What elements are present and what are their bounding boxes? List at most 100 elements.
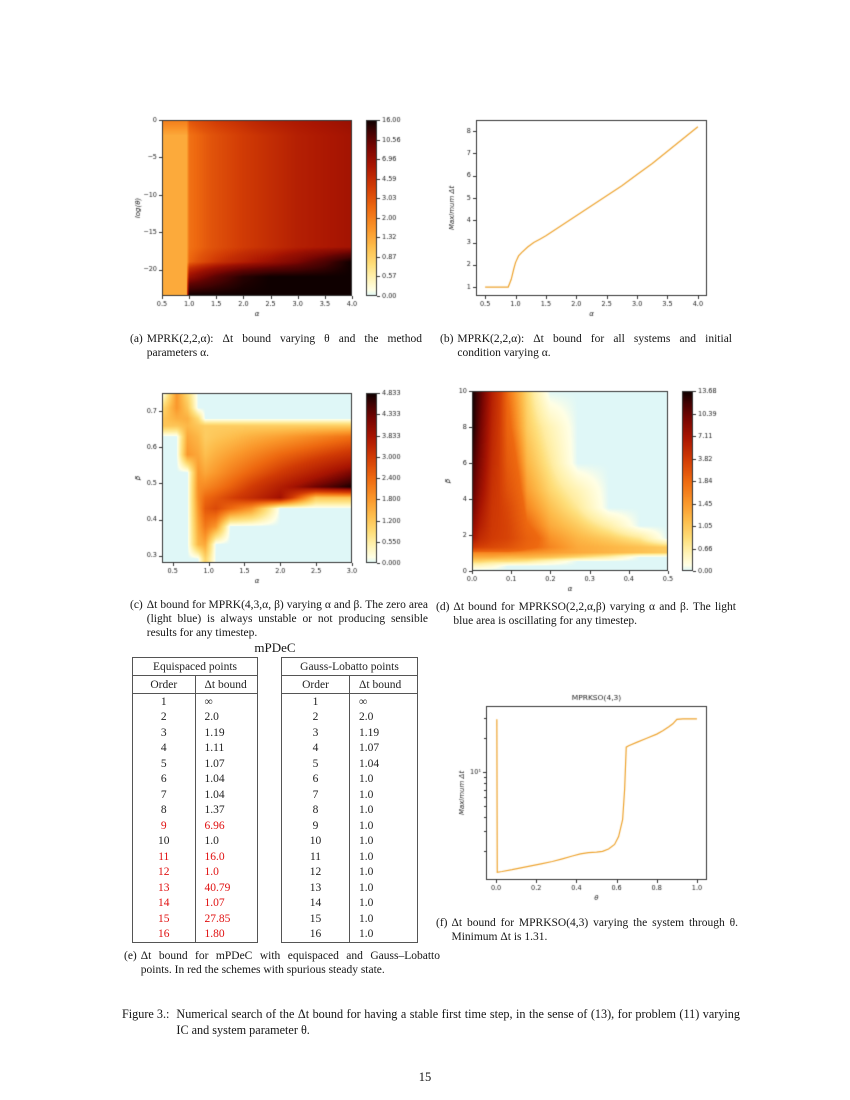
table-row: 2 2.0 bbox=[281, 709, 418, 725]
table-row: 11 16.0 bbox=[132, 849, 258, 865]
table-row: 12 1.0 bbox=[281, 864, 418, 880]
caption-c: (c) Δt bound for MPRK(4,3,α, β) varying … bbox=[130, 599, 428, 640]
dt-bound-cell: 1.80 bbox=[204, 928, 225, 941]
table-row: 16 1.80 bbox=[132, 926, 258, 943]
order-cell: 11 bbox=[132, 849, 196, 865]
table-row: 8 1.0 bbox=[281, 802, 418, 818]
order-cell: 4 bbox=[132, 740, 196, 756]
dt-bound-cell: 1.0 bbox=[359, 850, 374, 863]
table-row: 2 2.0 bbox=[132, 709, 258, 725]
dt-bound-cell: 2.0 bbox=[204, 711, 219, 724]
order-cell: 15 bbox=[281, 911, 350, 927]
caption-f-tag: (f) bbox=[436, 917, 448, 929]
caption-f: (f) Δt bound for MPRKSO(4,3) varying the… bbox=[436, 917, 738, 945]
equispaced-points-table: Equispaced points Order Δt bound 1 ∞ 2 2.0 3 1.1… bbox=[132, 657, 258, 943]
dt-bound-cell: 40.79 bbox=[204, 881, 231, 894]
heatmap-a-mprk22 bbox=[128, 110, 420, 328]
dt-bound-cell: 1.04 bbox=[359, 757, 380, 770]
order-cell: 16 bbox=[132, 926, 196, 943]
caption-d-tag: (d) bbox=[436, 601, 450, 613]
lineplot-f-mprkso43 bbox=[448, 690, 733, 912]
caption-e-tag: (e) bbox=[124, 950, 137, 962]
dt-bound-cell: 1.11 bbox=[204, 742, 225, 755]
dt-bound-cell: 1.0 bbox=[359, 912, 374, 925]
order-cell: 6 bbox=[281, 771, 350, 787]
dt-bound-cell: 1.0 bbox=[359, 881, 374, 894]
order-cell: 10 bbox=[132, 833, 196, 849]
order-cell: 14 bbox=[132, 895, 196, 911]
order-cell: 7 bbox=[281, 787, 350, 803]
table-row: 13 1.0 bbox=[281, 880, 418, 896]
heatmap-c-mprk43 bbox=[128, 383, 420, 595]
order-cell: 6 bbox=[132, 771, 196, 787]
dt-bound-cell: 1.0 bbox=[359, 928, 374, 941]
caption-d: (d) Δt bound for MPRKSO(2,2,α,β) varying… bbox=[436, 601, 736, 629]
caption-e-text: Δt bound for mPDeC with equispaced and G… bbox=[140, 950, 440, 976]
dt-bound-cell: 1.0 bbox=[359, 835, 374, 848]
table-row: 3 1.19 bbox=[281, 725, 418, 741]
caption-c-tag: (c) bbox=[130, 599, 143, 611]
table-row: 1 ∞ bbox=[132, 693, 258, 710]
figure-caption-text: Numerical search of the Δt bound for hav… bbox=[176, 1007, 740, 1037]
dt-bound-cell: 1.04 bbox=[204, 788, 225, 801]
dt-bound-cell: 1.04 bbox=[204, 773, 225, 786]
order-cell: 15 bbox=[132, 911, 196, 927]
dt-bound-cell: 1.0 bbox=[359, 819, 374, 832]
caption-b: (b) MPRK(2,2,α): Δt bound for all system… bbox=[440, 333, 732, 361]
table-row: 4 1.07 bbox=[281, 740, 418, 756]
order-cell: 9 bbox=[132, 818, 196, 834]
caption-b-tag: (b) bbox=[440, 333, 454, 345]
caption-a-text: MPRK(2,2,α): Δt bound varying θ and the … bbox=[146, 333, 422, 359]
heatmap-d-mprkso22 bbox=[438, 381, 736, 603]
dt-bound-cell: 1.0 bbox=[359, 788, 374, 801]
table-row: 10 1.0 bbox=[132, 833, 258, 849]
dt-bound-cell: 1.07 bbox=[359, 742, 380, 755]
order-cell: 7 bbox=[132, 787, 196, 803]
dt-bound-cell: ∞ bbox=[359, 695, 368, 708]
table-row: 6 1.04 bbox=[132, 771, 258, 787]
dt-bound-cell: 1.0 bbox=[359, 897, 374, 910]
tables-title: mPDeC bbox=[254, 640, 296, 655]
dt-bound-cell: 1.0 bbox=[359, 773, 374, 786]
page-number: 15 bbox=[418, 1070, 432, 1084]
order-cell: 4 bbox=[281, 740, 350, 756]
order-cell: 8 bbox=[132, 802, 196, 818]
table-row: 1 ∞ bbox=[281, 693, 418, 710]
order-cell: 1 bbox=[132, 693, 196, 710]
table-row: 9 1.0 bbox=[281, 818, 418, 834]
table-row: 9 6.96 bbox=[132, 818, 258, 834]
table-row: 11 1.0 bbox=[281, 849, 418, 865]
dt-bound-cell: 27.85 bbox=[204, 912, 231, 925]
dt-bound-cell: 16.0 bbox=[204, 850, 225, 863]
table-row: 4 1.11 bbox=[132, 740, 258, 756]
dt-bound-cell: 6.96 bbox=[204, 819, 225, 832]
table-row: 5 1.07 bbox=[132, 756, 258, 772]
order-cell: 2 bbox=[281, 709, 350, 725]
figure-caption: Figure 3.: Numerical search of the Δt bo… bbox=[122, 1007, 740, 1038]
order-cell: 8 bbox=[281, 802, 350, 818]
table-row: 16 1.0 bbox=[281, 926, 418, 943]
table-row: 13 40.79 bbox=[132, 880, 258, 896]
dt-bound-cell: 1.0 bbox=[204, 835, 219, 848]
dt-bound-cell: 1.07 bbox=[204, 757, 225, 770]
table-row: 8 1.37 bbox=[132, 802, 258, 818]
order-cell: 9 bbox=[281, 818, 350, 834]
order-cell: 2 bbox=[132, 709, 196, 725]
dt-bound-cell: 1.0 bbox=[359, 804, 374, 817]
caption-a: (a) MPRK(2,2,α): Δt bound varying θ and … bbox=[130, 333, 422, 361]
order-cell: 11 bbox=[281, 849, 350, 865]
table-row: 10 1.0 bbox=[281, 833, 418, 849]
table-title: Equispaced points bbox=[132, 657, 258, 676]
table-row: 6 1.0 bbox=[281, 771, 418, 787]
order-cell: 5 bbox=[132, 756, 196, 772]
dt-bound-cell: 1.19 bbox=[359, 726, 380, 739]
order-cell: 1 bbox=[281, 693, 350, 710]
order-cell: 5 bbox=[281, 756, 350, 772]
order-cell: 13 bbox=[281, 880, 350, 896]
dt-bound-cell: 1.0 bbox=[359, 866, 374, 879]
dt-bound-cell: 1.19 bbox=[204, 726, 225, 739]
column-header: Δt bound bbox=[349, 675, 418, 694]
caption-e: (e) Δt bound for mPDeC with equispaced a… bbox=[124, 950, 440, 978]
order-cell: 3 bbox=[132, 725, 196, 741]
